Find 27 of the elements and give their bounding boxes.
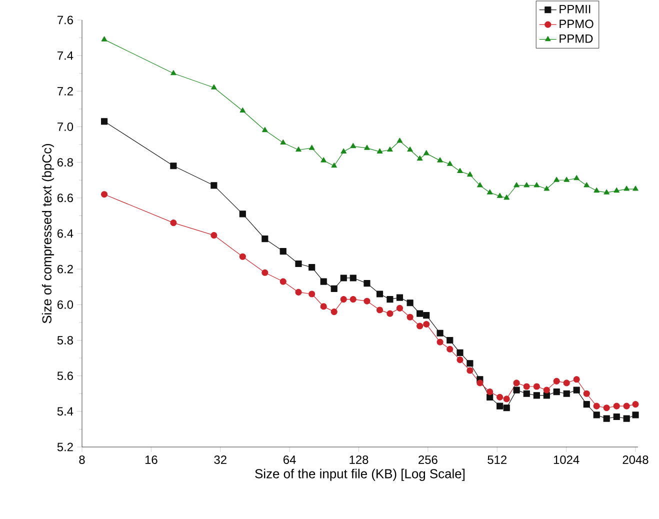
y-tick-label: 7.2 xyxy=(57,86,73,96)
y-tick-label: 6.8 xyxy=(57,158,73,167)
y-tick-label: 7.4 xyxy=(57,51,74,60)
y-tick-label: 5.4 xyxy=(57,407,74,416)
x-tick-label: 2048 xyxy=(622,456,648,464)
legend-label: PPMO xyxy=(560,20,594,28)
y-tick-label: 7.6 xyxy=(57,16,73,24)
y-tick-label: 6.6 xyxy=(57,194,73,202)
x-tick-label: 1024 xyxy=(554,456,580,464)
x-tick-label: 128 xyxy=(350,456,368,464)
y-tick-label: 6.4 xyxy=(57,229,74,238)
y-tick-label: 5.6 xyxy=(57,372,73,380)
x-tick-label: 256 xyxy=(418,456,438,464)
y-tick-label: 5.2 xyxy=(57,442,73,452)
x-tick-label: 16 xyxy=(145,456,158,464)
legend-label: PPMD xyxy=(560,34,593,43)
x-axis-title: Size of the input file (KB) [Log Scale] xyxy=(255,468,465,481)
x-tick-label: 32 xyxy=(214,456,226,464)
x-tick-label: 512 xyxy=(488,456,506,464)
y-tick-label: 7.0 xyxy=(57,122,74,131)
y-axis-title: Size of compressed text (bpCc) xyxy=(42,144,54,324)
y-tick-label: 5.8 xyxy=(57,336,73,344)
y-tick-label: 6.2 xyxy=(57,264,73,274)
x-tick-label: 8 xyxy=(79,456,85,464)
legend-label: PPMII xyxy=(560,4,590,14)
x-tick-label: 64 xyxy=(284,456,296,464)
y-tick-label: 6.0 xyxy=(57,300,74,309)
